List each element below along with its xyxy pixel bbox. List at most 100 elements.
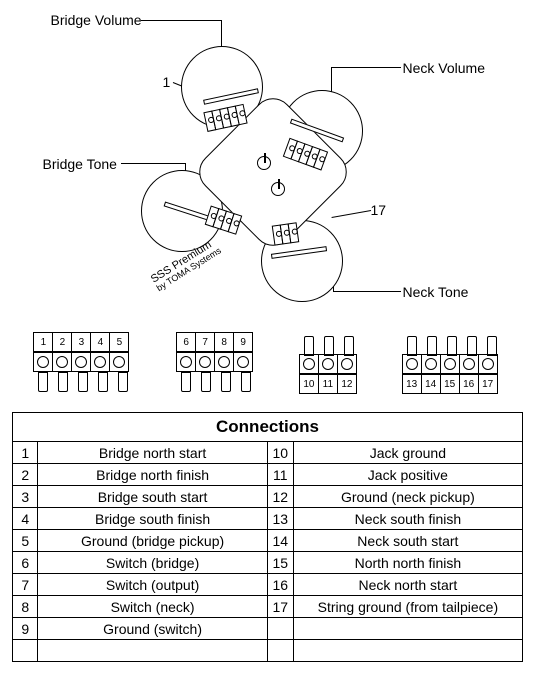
pin-description: Ground (bridge pickup) <box>38 530 267 552</box>
table-row: 2Bridge north finish11Jack positive <box>13 464 523 486</box>
table-row: 1Bridge north start10Jack ground <box>13 442 523 464</box>
pin-number <box>267 640 293 662</box>
pin-description: Bridge north start <box>38 442 267 464</box>
pin-number: 17 <box>267 596 293 618</box>
connector-pin <box>339 332 359 354</box>
pin-description: String ground (from tailpiece) <box>293 596 522 618</box>
pin-description: Jack positive <box>293 464 522 486</box>
connector-block: 101112 <box>299 332 359 394</box>
connector-pin-label: 8 <box>214 332 234 352</box>
pin-description: Ground (neck pickup) <box>293 486 522 508</box>
pin-description: Neck south finish <box>293 508 522 530</box>
connector-pin-label: 2 <box>52 332 72 352</box>
connector-pin <box>113 372 133 394</box>
connector-detail-row: 1234567891011121314151617 <box>12 332 523 394</box>
label-neck-tone: Neck Tone <box>403 284 469 300</box>
connector-pin <box>53 372 73 394</box>
connector-ring <box>71 352 91 372</box>
connector-pin <box>216 372 236 394</box>
connector-pin-label: 12 <box>337 374 357 394</box>
connector-pin-label: 15 <box>440 374 460 394</box>
connector-ring <box>478 354 498 374</box>
pin-description: Ground (switch) <box>38 618 267 640</box>
connector-pin <box>73 372 93 394</box>
pin-description: Switch (bridge) <box>38 552 267 574</box>
pin-number: 2 <box>13 464 38 486</box>
trim-pot <box>271 182 285 196</box>
pin-number: 12 <box>267 486 293 508</box>
pin-number: 9 <box>13 618 38 640</box>
connector-pin-label: 17 <box>478 374 498 394</box>
pin-description: Neck north start <box>293 574 522 596</box>
table-row: 8Switch (neck)17String ground (from tail… <box>13 596 523 618</box>
connector-ring <box>318 354 338 374</box>
connector-pin-label: 1 <box>33 332 53 352</box>
pin-number: 13 <box>267 508 293 530</box>
connector-pin <box>33 372 53 394</box>
connector-ring <box>214 352 234 372</box>
connections-table: Connections 1Bridge north start10Jack gr… <box>12 412 523 662</box>
table-row: 6Switch (bridge)15North north finish <box>13 552 523 574</box>
table-row: 4Bridge south finish13Neck south finish <box>13 508 523 530</box>
table-row: 3Bridge south start12Ground (neck pickup… <box>13 486 523 508</box>
terminal-strip <box>271 222 298 245</box>
pin-number: 5 <box>13 530 38 552</box>
connector-block: 1314151617 <box>402 332 502 394</box>
pin-description: Bridge south start <box>38 486 267 508</box>
connector-pin <box>93 372 113 394</box>
table-row <box>13 640 523 662</box>
pin-number: 10 <box>267 442 293 464</box>
connector-pin-label: 7 <box>195 332 215 352</box>
pin-description: Bridge north finish <box>38 464 267 486</box>
connector-ring <box>337 354 357 374</box>
connector-pin-label: 4 <box>90 332 110 352</box>
connector-ring <box>440 354 460 374</box>
connector-ring <box>33 352 53 372</box>
leader-line <box>141 20 221 21</box>
pin-description: Switch (neck) <box>38 596 267 618</box>
connector-pin <box>236 372 256 394</box>
label-neck-volume: Neck Volume <box>403 60 485 76</box>
connector-pin-label: 16 <box>459 374 479 394</box>
connector-pin-label: 11 <box>318 374 338 394</box>
wiring-diagram: Bridge Volume Neck Volume Bridge Tone Ne… <box>13 12 523 312</box>
pin-number: 15 <box>267 552 293 574</box>
connector-pin <box>462 332 482 354</box>
pin-number: 14 <box>267 530 293 552</box>
connector-pin <box>299 332 319 354</box>
table-row: 9Ground (switch) <box>13 618 523 640</box>
connector-ring <box>90 352 110 372</box>
connector-block: 6789 <box>176 332 256 394</box>
pin-number <box>13 640 38 662</box>
pin-description <box>38 640 267 662</box>
trim-pot <box>257 156 271 170</box>
connector-block: 12345 <box>33 332 133 394</box>
connector-ring <box>402 354 422 374</box>
connector-ring <box>233 352 253 372</box>
label-bridge-tone: Bridge Tone <box>43 156 117 172</box>
table-title: Connections <box>13 413 523 442</box>
pin-number: 8 <box>13 596 38 618</box>
connector-pin <box>196 372 216 394</box>
pin-description <box>293 640 522 662</box>
connector-ring <box>299 354 319 374</box>
table-row: 7Switch (output)16Neck north start <box>13 574 523 596</box>
connector-pin <box>442 332 462 354</box>
pin-description: Neck south start <box>293 530 522 552</box>
connector-pin <box>402 332 422 354</box>
connector-pin <box>176 372 196 394</box>
connector-ring <box>195 352 215 372</box>
pin-number: 3 <box>13 486 38 508</box>
pin-number: 7 <box>13 574 38 596</box>
connector-pin <box>319 332 339 354</box>
label-bridge-volume: Bridge Volume <box>51 12 142 28</box>
connector-pin-label: 10 <box>299 374 319 394</box>
pin-number: 16 <box>267 574 293 596</box>
connector-ring <box>52 352 72 372</box>
pin-number: 4 <box>13 508 38 530</box>
pin-description <box>293 618 522 640</box>
connector-pin-label: 13 <box>402 374 422 394</box>
connector-ring <box>109 352 129 372</box>
pin-description: North north finish <box>293 552 522 574</box>
connector-pin <box>482 332 502 354</box>
